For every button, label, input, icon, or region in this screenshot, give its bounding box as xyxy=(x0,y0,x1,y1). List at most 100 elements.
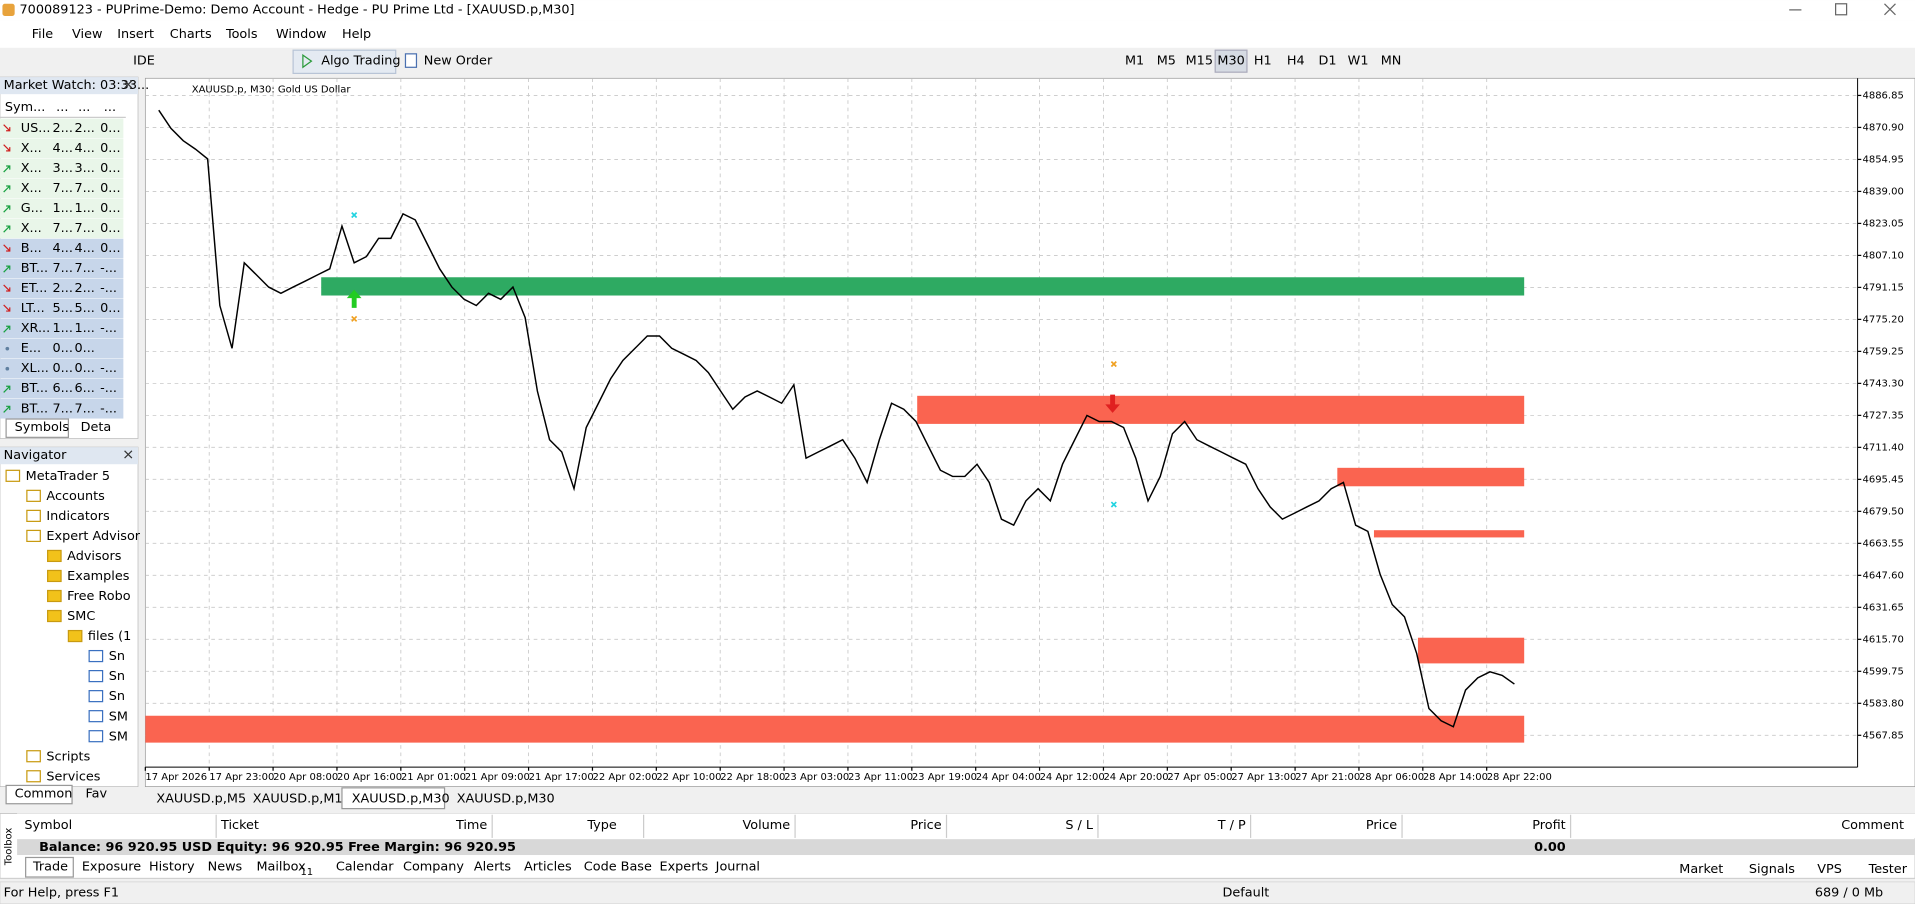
navigator-item[interactable]: Services xyxy=(46,769,100,784)
navigator-item[interactable]: MetaTrader 5 xyxy=(26,469,110,484)
column-header[interactable]: ... xyxy=(56,100,68,115)
trade-column-header[interactable]: Volume xyxy=(743,818,791,833)
symbol-row[interactable] xyxy=(0,158,124,179)
symbol-row[interactable] xyxy=(0,358,124,379)
navigator-item[interactable]: Advisors xyxy=(67,549,122,564)
symbol-row[interactable] xyxy=(0,178,124,199)
column-header[interactable]: ... xyxy=(104,100,116,115)
navigator-item[interactable]: files (1 xyxy=(88,629,131,644)
symbol-row[interactable] xyxy=(0,278,124,299)
market-watch-tab[interactable]: Deta xyxy=(81,420,112,435)
menu-item[interactable]: File xyxy=(32,27,54,42)
timeframe-button[interactable]: M5 xyxy=(1157,54,1176,69)
menu-item[interactable]: Charts xyxy=(170,27,212,42)
trade-column-header[interactable]: Profit xyxy=(1532,818,1565,833)
symbol-row[interactable] xyxy=(0,318,124,339)
symbol-row[interactable] xyxy=(0,258,124,279)
chart-tab[interactable]: XAUUSD.p,M5 xyxy=(156,791,246,806)
active-toolbox-tab[interactable] xyxy=(25,856,74,878)
algo-trading-button[interactable] xyxy=(292,49,397,75)
ide-button-label[interactable]: IDE xyxy=(133,54,155,69)
navigator-item[interactable]: Sn xyxy=(109,689,125,704)
chart-tab[interactable]: XAUUSD.p,M30 xyxy=(457,791,555,806)
symbol-row[interactable] xyxy=(0,118,124,139)
navigator-item[interactable]: Expert Advisor xyxy=(46,529,140,544)
trade-column-header[interactable]: T / P xyxy=(1217,818,1246,833)
symbol-row[interactable] xyxy=(0,398,124,419)
navigator-item[interactable]: Sn xyxy=(109,669,125,684)
trend-down-icon xyxy=(3,144,11,152)
service-tab[interactable]: Tester xyxy=(1868,862,1908,877)
trade-column-header[interactable]: S / L xyxy=(1065,818,1094,833)
navigator-tab[interactable]: Common xyxy=(15,786,73,801)
column-header[interactable]: ... xyxy=(78,100,90,115)
trade-column-header[interactable]: Ticket xyxy=(220,818,259,833)
toolbox-tab[interactable]: History xyxy=(149,860,195,875)
trade-column-header[interactable]: Time xyxy=(455,818,487,833)
chart-tab[interactable]: XAUUSD.p,M30 xyxy=(352,791,450,806)
menu-item[interactable]: Window xyxy=(276,27,327,42)
service-tab[interactable]: Signals xyxy=(1749,862,1795,877)
close-icon[interactable] xyxy=(124,80,133,89)
toolbox-tab[interactable]: Mailbox xyxy=(256,860,306,875)
chart-tab[interactable]: XAUUSD.p,M1 xyxy=(253,791,343,806)
navigator-item[interactable]: Scripts xyxy=(46,749,90,764)
navigator-item[interactable]: SM xyxy=(109,709,128,724)
timeframe-button[interactable]: M15 xyxy=(1186,54,1213,69)
toolbox-tab[interactable]: Experts xyxy=(660,860,709,875)
timeframe-button[interactable]: M30 xyxy=(1217,54,1244,69)
column-header[interactable]: Sym... xyxy=(5,100,45,115)
trade-column-header[interactable]: Type xyxy=(586,818,617,833)
trade-column-header[interactable]: Comment xyxy=(1841,818,1904,833)
navigator-item[interactable]: Sn xyxy=(109,649,125,664)
navigator-item[interactable]: SM xyxy=(109,729,128,744)
toolbox-tab[interactable]: Exposure xyxy=(82,860,141,875)
toolbox-tab[interactable]: Calendar xyxy=(336,860,394,875)
timeframe-button[interactable]: M1 xyxy=(1125,54,1144,69)
new-order-label[interactable]: New Order xyxy=(424,54,493,69)
menu-item[interactable]: Tools xyxy=(225,27,258,42)
service-tab[interactable]: Market xyxy=(1679,862,1723,877)
navigator-item[interactable]: Accounts xyxy=(46,489,105,504)
menu-item[interactable]: View xyxy=(72,27,102,42)
toolbox-tab[interactable]: Articles xyxy=(524,860,572,875)
toolbox-tab[interactable]: Alerts xyxy=(474,860,511,875)
toolbox-tab[interactable]: Journal xyxy=(715,860,760,875)
symbol-row[interactable] xyxy=(0,198,124,219)
symbol-row[interactable] xyxy=(0,338,124,359)
symbol-row[interactable] xyxy=(0,298,124,319)
toolbox-tab[interactable]: News xyxy=(208,860,243,875)
active-tab[interactable] xyxy=(5,784,73,805)
navigator-tab[interactable]: Fav xyxy=(85,786,107,801)
symbol-row[interactable] xyxy=(0,238,124,259)
trade-column-header[interactable]: Price xyxy=(1366,818,1397,833)
timeframe-button[interactable]: H1 xyxy=(1254,54,1272,69)
service-tab[interactable]: VPS xyxy=(1817,862,1842,877)
trade-column-header[interactable]: Symbol xyxy=(24,818,72,833)
algo-trading-label[interactable]: Algo Trading xyxy=(321,54,400,69)
timeframe-button[interactable]: MN xyxy=(1381,54,1402,69)
close-icon[interactable] xyxy=(124,450,133,459)
symbol-row[interactable] xyxy=(0,138,124,159)
ui-layer: File View Insert Charts Tools Window Help IDE Al… xyxy=(0,27,1908,900)
navigator-item[interactable]: SMC xyxy=(67,609,95,624)
symbol-row[interactable] xyxy=(0,218,124,239)
market-watch-tab[interactable]: Symbols xyxy=(15,420,70,435)
active-chart-tab[interactable] xyxy=(341,787,446,810)
active-tab[interactable] xyxy=(5,418,70,438)
timeframe-button[interactable]: D1 xyxy=(1319,54,1337,69)
symbol-cell: 0... xyxy=(74,341,94,356)
navigator-item[interactable]: Free Robo xyxy=(67,589,131,604)
timeframe-button[interactable]: H4 xyxy=(1287,54,1305,69)
toolbox-tab[interactable]: Trade xyxy=(32,860,68,875)
navigator-item[interactable]: Indicators xyxy=(46,509,110,524)
trade-column-header[interactable]: Price xyxy=(910,818,941,833)
menu-item[interactable]: Insert xyxy=(117,27,154,42)
toolbox-tab[interactable]: Code Base xyxy=(584,860,652,875)
timeframe-button[interactable]: W1 xyxy=(1348,54,1369,69)
symbol-cell: 3... xyxy=(53,161,73,176)
navigator-item[interactable]: Examples xyxy=(67,569,130,584)
symbol-row[interactable] xyxy=(0,378,124,399)
menu-item[interactable]: Help xyxy=(342,27,371,42)
toolbox-tab[interactable]: Company xyxy=(403,860,464,875)
